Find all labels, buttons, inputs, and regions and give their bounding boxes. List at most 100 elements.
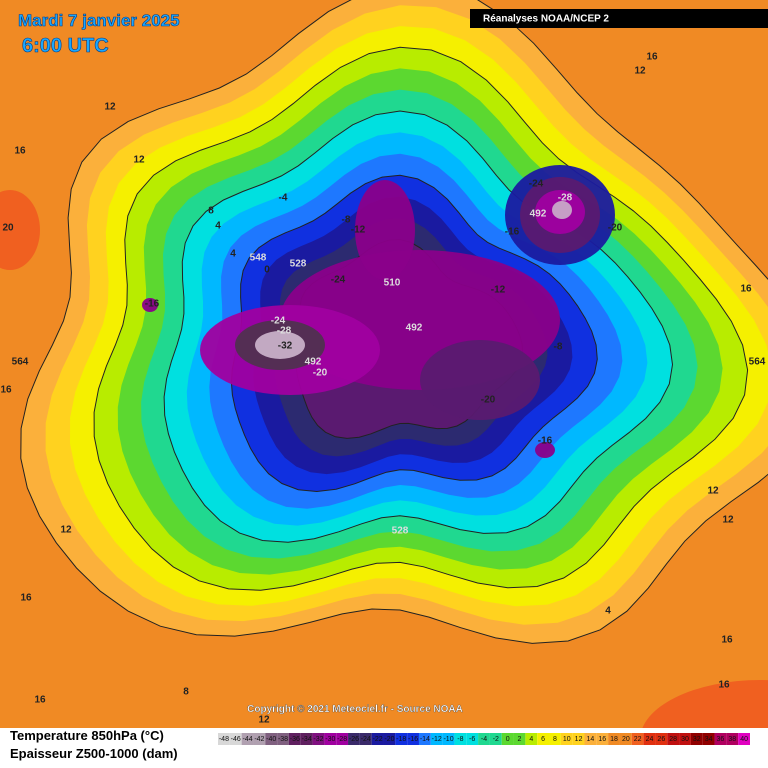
contour-label: -28 [558, 193, 573, 204]
scale-label: 24 [646, 736, 654, 743]
contour-label: -4 [279, 193, 288, 204]
scale-label: -10 [443, 736, 453, 743]
scale-cell [277, 733, 289, 745]
scale-cell [241, 733, 254, 745]
scale-label: 22 [634, 736, 642, 743]
contour-label: -28 [277, 326, 292, 337]
scale-cell [454, 733, 467, 745]
scale-cell [442, 733, 455, 745]
scale-cell [253, 733, 266, 745]
scale-cell [690, 733, 703, 745]
scale-label: -2 [493, 736, 499, 743]
scale-label: 14 [587, 736, 595, 743]
contour-label: 0 [264, 265, 270, 276]
scale-label: 10 [563, 736, 571, 743]
scale-cell [619, 733, 632, 745]
scale-cell [501, 733, 514, 745]
scale-cell [466, 733, 479, 745]
cold-core [355, 180, 415, 280]
scale-label: -30 [325, 736, 335, 743]
contour-label: -12 [351, 225, 366, 236]
scale-label: -42 [254, 736, 264, 743]
scale-label: -44 [242, 736, 252, 743]
scale-cell [549, 733, 561, 745]
scale-cell [702, 733, 715, 745]
scale-label: -26 [349, 736, 359, 743]
contour-label: 4 [605, 606, 611, 617]
scale-cell [229, 733, 242, 745]
scale-label: 32 [693, 736, 701, 743]
scale-cell [348, 733, 360, 745]
scale-label: -16 [408, 736, 418, 743]
contour-label: -24 [331, 275, 346, 286]
scale-label: -32 [313, 736, 323, 743]
scale-label: -24 [361, 736, 371, 743]
contour-label: 20 [2, 223, 14, 234]
contour-label: 564 [749, 357, 766, 368]
scale-cell [218, 733, 230, 745]
contour-label: 510 [384, 278, 401, 289]
scale-label: -34 [302, 736, 312, 743]
cold-core [142, 298, 158, 312]
scale-cell [643, 733, 656, 745]
copyright: Copyright © 2021 Meteociel.fr - Source N… [247, 704, 463, 715]
contour-label: 12 [634, 66, 646, 77]
contour-label: -20 [608, 223, 623, 234]
contour-label: 16 [20, 593, 32, 604]
scale-label: -46 [231, 736, 241, 743]
scale-label: 16 [598, 736, 606, 743]
contour-label: 12 [60, 525, 72, 536]
contour-label: 12 [133, 155, 145, 166]
contour-label: -8 [554, 342, 563, 353]
scale-cell [371, 733, 384, 745]
scale-cell [726, 733, 739, 745]
scale-cell [667, 733, 680, 745]
contour-label: -16 [538, 436, 553, 447]
contour-label: 8 [183, 687, 189, 698]
scale-cell [407, 733, 419, 745]
contour-label: -32 [278, 341, 293, 352]
contour-label: -24 [529, 179, 544, 190]
contour-label: 492 [530, 209, 547, 220]
scale-label: -36 [290, 736, 300, 743]
scale-cell [560, 733, 573, 745]
scale-label: 20 [622, 736, 630, 743]
contour-label: 12 [258, 715, 270, 726]
scale-label: 6 [541, 736, 545, 743]
scale-cell [418, 733, 431, 745]
scale-cell [513, 733, 526, 745]
contour-label: 492 [305, 357, 322, 368]
scale-label: -20 [384, 736, 394, 743]
cold-core [552, 201, 572, 219]
color-scale: -48 -46 -44 -42 -40 -38 -36 -34 -32 -30 -28 -26 -24-… [218, 733, 750, 745]
scale-cell [478, 733, 490, 745]
scale-label: -28 [337, 736, 347, 743]
contour-label: 528 [290, 259, 307, 270]
scale-cell [383, 733, 396, 745]
warm-patch [0, 190, 40, 270]
scale-cell [336, 733, 349, 745]
scale-label: 26 [657, 736, 665, 743]
scale-label: 40 [740, 736, 748, 743]
contour-label: -8 [342, 215, 351, 226]
scale-cell [489, 733, 502, 745]
scale-label: 2 [518, 736, 522, 743]
cold-core [535, 442, 555, 458]
scale-cell [655, 733, 668, 745]
scale-cell [525, 733, 538, 745]
contour-label: 16 [718, 680, 730, 691]
time: 6:00 UTC [22, 35, 109, 57]
scale-cell [395, 733, 408, 745]
contour-label: 16 [0, 385, 12, 396]
contour-label: -16 [145, 299, 160, 310]
scale-cell [359, 733, 372, 745]
contour-label: 16 [740, 284, 752, 295]
legend-title: Temperature 850hPa (°C) [10, 728, 164, 743]
contour-label: 548 [250, 253, 267, 264]
scale-label: 34 [705, 736, 713, 743]
source: Réanalyses NOAA/NCEP 2 [483, 14, 609, 25]
legend-title: Epaisseur Z500-1000 (dam) [10, 746, 178, 761]
scale-cell [265, 733, 278, 745]
